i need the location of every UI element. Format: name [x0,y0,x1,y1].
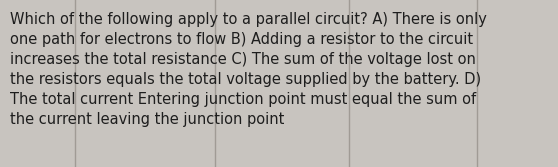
Text: Which of the following apply to a parallel circuit? A) There is only
one path fo: Which of the following apply to a parall… [10,12,487,127]
